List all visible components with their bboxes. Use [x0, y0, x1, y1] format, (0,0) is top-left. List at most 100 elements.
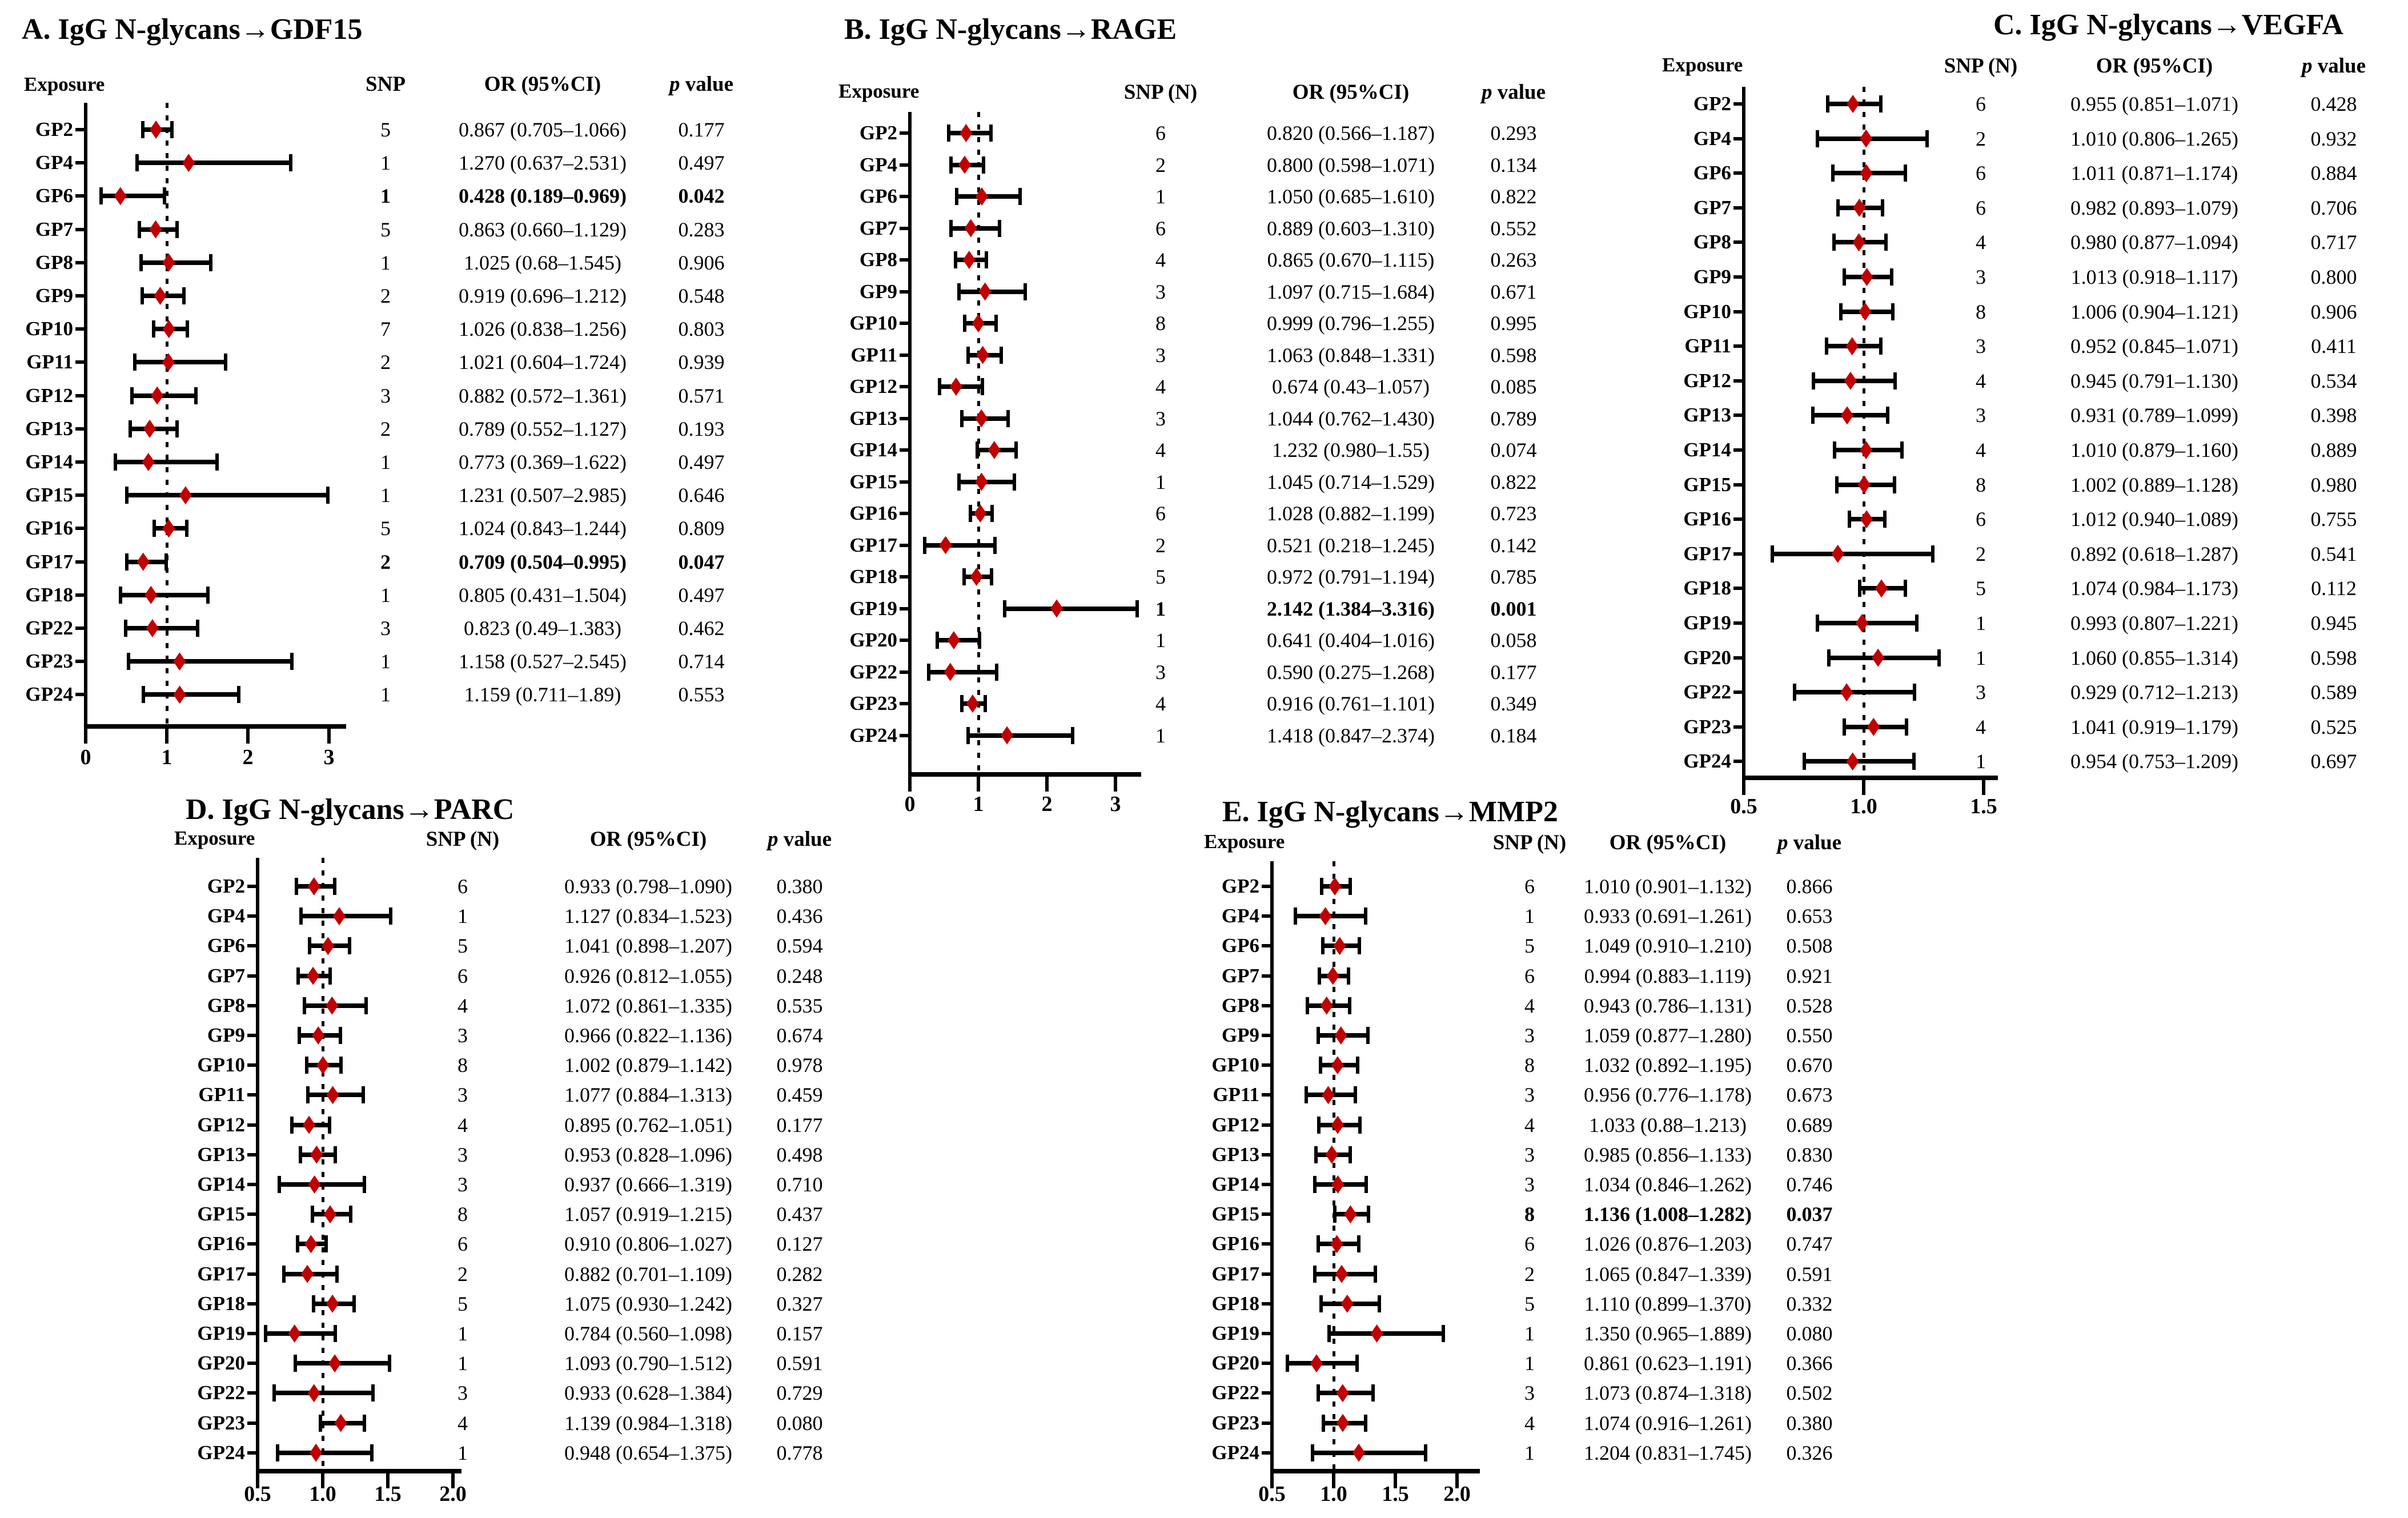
- p-value: 0.803: [678, 318, 725, 341]
- ci-cap-right: [1377, 1295, 1381, 1312]
- ci-cap-right: [349, 1206, 353, 1223]
- ci-whisker: [121, 592, 208, 597]
- ci-whisker: [125, 626, 198, 631]
- snp-count: 1: [380, 451, 391, 473]
- x-axis-tick-label: 3: [323, 745, 335, 769]
- or-ci-value: 0.882 (0.701–1.109): [564, 1262, 732, 1286]
- ci-whisker: [134, 360, 226, 365]
- or-ci-value: 1.045 (0.714–1.529): [1267, 470, 1435, 493]
- snp-count: 6: [1524, 1232, 1535, 1256]
- x-axis-tick: [1455, 1473, 1459, 1488]
- or-ci-value: 1.010 (0.879–1.160): [2070, 439, 2238, 461]
- p-value: 0.653: [1786, 905, 1833, 928]
- ci-cap-left: [949, 219, 953, 237]
- exposure-label: GP16: [1683, 508, 1731, 531]
- or-ci-value: 1.002 (0.879–1.142): [564, 1054, 732, 1077]
- exposure-label: GP10: [197, 1054, 245, 1077]
- p-value: 0.332: [1786, 1292, 1833, 1315]
- x-axis-tick-label: 1.0: [1320, 1482, 1347, 1506]
- reference-line: [165, 103, 168, 724]
- p-value: 0.866: [1786, 875, 1833, 898]
- p-value: 0.411: [2311, 335, 2357, 358]
- or-ci-value: 1.011 (0.871–1.174): [2070, 162, 2238, 185]
- ci-cap-right: [175, 220, 179, 238]
- or-ci-value: 0.709 (0.504–0.995): [459, 550, 627, 573]
- row-tick: [75, 227, 86, 231]
- ci-cap-left: [296, 967, 300, 985]
- ci-cap-left: [1327, 1325, 1331, 1342]
- snp-count: 8: [1524, 1203, 1535, 1226]
- p-value: 0.177: [678, 118, 725, 141]
- snp-count: 2: [1524, 1262, 1535, 1286]
- exposure-label: GP11: [26, 351, 73, 374]
- or-marker-diamond: [114, 187, 127, 206]
- snp-count: 6: [1976, 93, 1986, 115]
- or-ci-value: 0.933 (0.691–1.261): [1584, 905, 1752, 928]
- ci-whisker: [295, 1361, 390, 1366]
- row-tick: [247, 1212, 258, 1216]
- ci-cap-right: [327, 1116, 331, 1134]
- column-header-pvalue: p value: [1729, 830, 1889, 856]
- row-tick: [1733, 275, 1744, 279]
- row-tick: [1733, 310, 1744, 314]
- p-value: 0.589: [2310, 681, 2357, 704]
- ci-cap-right: [1892, 476, 1896, 493]
- column-header-snp: SNP (N): [1492, 831, 1567, 854]
- row-tick: [1733, 483, 1744, 487]
- ci-cap-right: [1915, 615, 1919, 632]
- p-value: 0.747: [1786, 1232, 1833, 1256]
- exposure-label: GP6: [859, 185, 897, 207]
- snp-count: 3: [1524, 1382, 1535, 1405]
- ci-cap-left: [1832, 234, 1836, 251]
- exposure-label: GP9: [859, 280, 897, 303]
- snp-count: 4: [1155, 248, 1166, 271]
- row-tick: [247, 1362, 258, 1366]
- snp-count: 6: [1976, 196, 1986, 219]
- row-tick: [75, 360, 86, 364]
- snp-count: 1: [380, 184, 391, 208]
- x-axis-tick: [1394, 1473, 1397, 1488]
- snp-count: 4: [1524, 1113, 1535, 1137]
- snp-count: 3: [1976, 681, 1986, 704]
- row-tick: [247, 1332, 258, 1335]
- or-ci-value: 0.952 (0.845–1.071): [2070, 335, 2238, 358]
- or-ci-value: 1.033 (0.88–1.213): [1589, 1113, 1747, 1137]
- exposure-label: GP20: [1211, 1352, 1259, 1375]
- p-value: 0.462: [678, 617, 725, 640]
- ci-whisker: [957, 194, 1021, 199]
- x-axis-tick: [1114, 777, 1117, 792]
- p-value: 0.112: [2311, 577, 2357, 600]
- or-marker-diamond: [308, 1175, 321, 1194]
- or-ci-value: 0.948 (0.654–1.375): [564, 1441, 732, 1464]
- ci-cap-right: [352, 1295, 356, 1312]
- or-ci-value: 0.892 (0.618–1.287): [2070, 542, 2238, 565]
- row-tick: [247, 914, 258, 918]
- p-value: 0.591: [776, 1352, 823, 1375]
- ci-cap-right: [370, 1444, 374, 1461]
- snp-count: 1: [380, 683, 391, 706]
- exposure-label: GP4: [1221, 905, 1259, 927]
- exposure-label: GP22: [197, 1382, 245, 1404]
- snp-count: 4: [457, 994, 468, 1017]
- ci-cap-left: [1317, 1116, 1321, 1134]
- or-ci-value: 1.044 (0.762–1.430): [1267, 407, 1435, 430]
- row-tick: [247, 1183, 258, 1186]
- ci-whisker: [143, 692, 239, 697]
- ci-cap-left: [135, 154, 139, 172]
- snp-count: 1: [1976, 646, 1986, 669]
- p-value: 0.646: [678, 484, 725, 507]
- p-value: 0.134: [1490, 153, 1537, 176]
- ci-cap-left: [962, 315, 966, 332]
- or-marker-diamond: [312, 1026, 325, 1045]
- or-ci-value: 0.982 (0.893–1.079): [2070, 196, 2238, 219]
- snp-count: 5: [457, 1292, 468, 1315]
- or-marker-diamond: [1319, 907, 1332, 926]
- row-tick: [900, 702, 910, 705]
- ci-cap-left: [960, 695, 964, 712]
- column-header-snp: SNP (N): [426, 828, 500, 851]
- x-axis-tick-label: 1.5: [1382, 1482, 1409, 1506]
- row-tick: [1262, 1183, 1272, 1186]
- exposure-label: GP23: [197, 1411, 245, 1434]
- reference-line: [1332, 861, 1335, 1469]
- or-marker-diamond: [1331, 1115, 1345, 1134]
